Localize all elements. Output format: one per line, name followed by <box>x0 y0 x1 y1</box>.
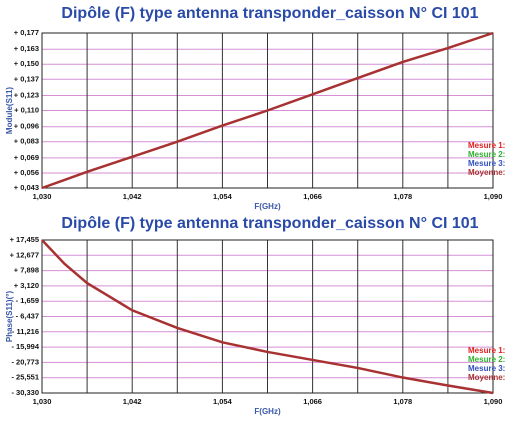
y-tick-label: + 17,455 <box>10 235 39 244</box>
data-line <box>41 31 494 190</box>
legend-entry: Moyenne: <box>468 373 505 382</box>
y-tick-label: - 15,994 <box>11 342 39 351</box>
y-tick-label: + 0,069 <box>14 153 39 162</box>
y-tick-label: + 0,110 <box>14 105 39 114</box>
legend-entry: Moyenne: <box>468 168 505 177</box>
y-tick-label: - 30,330 <box>11 388 39 397</box>
y-tick-label: + 7,898 <box>14 266 39 275</box>
y-axis-label: Module(S11) <box>5 87 14 134</box>
legend-entry: Mesure 2: <box>468 355 505 364</box>
y-tick-label: + 0,096 <box>14 122 39 131</box>
y-tick-label: - 11,216 <box>12 327 39 336</box>
x-tick-label: 1,090 <box>484 192 503 201</box>
x-tick-label: 1,030 <box>33 192 52 201</box>
y-tick-label: - 6,437 <box>16 311 39 320</box>
y-tick-label: + 0,177 <box>14 28 39 37</box>
y-axis-label: Phase(S11)(°) <box>5 291 14 343</box>
y-tick-label: - 25,551 <box>11 373 39 382</box>
x-tick-label: 1,066 <box>303 397 322 406</box>
chart-title: Dipôle (F) type antenna transponder_cais… <box>61 215 478 232</box>
y-tick-label: + 0,043 <box>14 183 39 192</box>
y-tick-label: - 20,773 <box>11 357 39 366</box>
x-axis-label: F(GHz) <box>254 407 281 416</box>
chart-title: Dipôle (F) type antenna transponder_cais… <box>61 5 478 22</box>
y-tick-label: + 3,120 <box>14 281 39 290</box>
x-tick-label: 1,078 <box>393 192 412 201</box>
y-tick-label: + 0,150 <box>14 59 39 68</box>
y-tick-label: + 0,056 <box>14 168 39 177</box>
legend-entry: Mesure 1: <box>468 141 505 150</box>
y-tick-label: + 0,137 <box>14 74 39 83</box>
y-tick-label: + 0,123 <box>14 90 39 99</box>
plot-frame <box>41 32 494 189</box>
x-tick-label: 1,066 <box>303 192 322 201</box>
x-tick-label: 1,078 <box>393 397 412 406</box>
y-tick-label: - 1,659 <box>16 296 39 305</box>
legend-entry: Mesure 3: <box>468 159 505 168</box>
x-axis-label: F(GHz) <box>254 202 281 211</box>
x-tick-label: 1,030 <box>33 397 52 406</box>
legend-entry: Mesure 1: <box>468 346 505 355</box>
y-tick-label: + 0,163 <box>14 44 39 53</box>
x-tick-label: 1,042 <box>123 192 142 201</box>
x-tick-label: 1,054 <box>213 397 233 406</box>
legend-entry: Mesure 3: <box>468 364 505 373</box>
y-tick-label: + 12,677 <box>10 250 39 259</box>
x-tick-label: 1,054 <box>213 192 233 201</box>
plot-frame <box>41 239 494 394</box>
legend-entry: Mesure 2: <box>468 150 505 159</box>
y-tick-label: + 0,083 <box>14 137 39 146</box>
x-tick-label: 1,090 <box>484 397 503 406</box>
x-tick-label: 1,042 <box>123 397 142 406</box>
data-line <box>41 239 494 395</box>
